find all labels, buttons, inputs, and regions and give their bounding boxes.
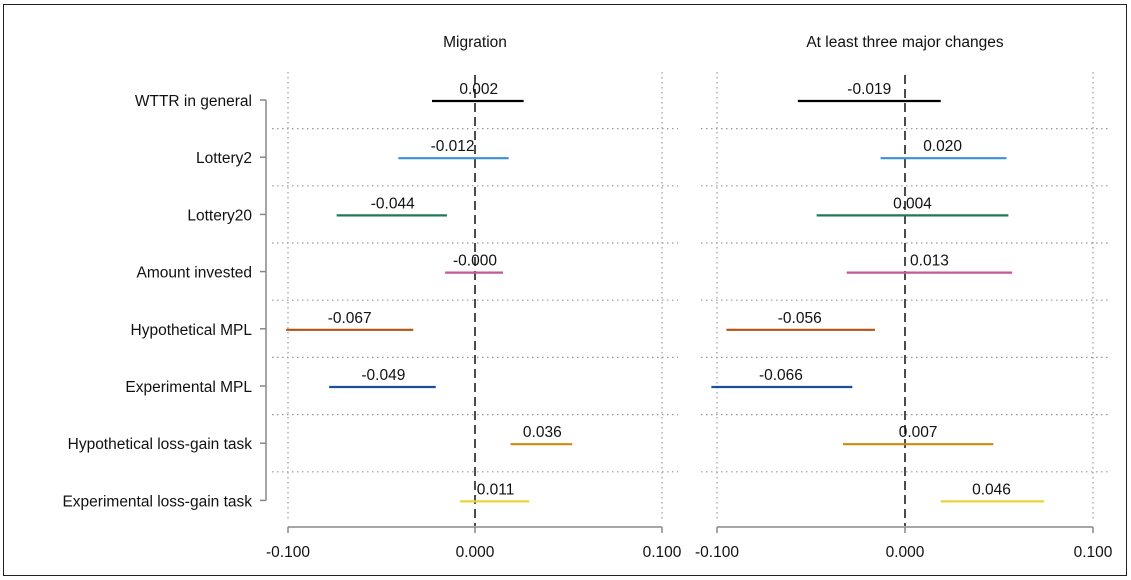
estimate-label: 0.013: [910, 253, 949, 270]
estimate-label: 0.020: [923, 138, 962, 155]
x-tick-label: 0.000: [886, 544, 925, 561]
estimate-label: -0.044: [371, 195, 415, 212]
estimate-label: 0.007: [899, 424, 938, 441]
estimate-label: -0.000: [453, 253, 497, 270]
row-label: Hypothetical MPL: [131, 322, 253, 339]
x-tick-label: -0.100: [266, 544, 310, 561]
row-label: Hypothetical loss-gain task: [68, 436, 253, 453]
estimate-label: 0.002: [459, 81, 498, 98]
row-label: Lottery20: [187, 207, 252, 224]
estimate-label: -0.012: [431, 138, 475, 155]
estimate-label: 0.011: [477, 481, 515, 498]
row-label: WTTR in general: [135, 93, 252, 110]
estimate-label: -0.019: [847, 81, 891, 98]
row-label: Lottery2: [196, 150, 252, 167]
x-tick-label: 0.000: [456, 544, 495, 561]
panel-title: At least three major changes: [806, 34, 1004, 51]
estimate-label: 0.004: [893, 195, 932, 212]
x-tick-label: 0.100: [643, 544, 682, 561]
estimate-label: -0.049: [361, 367, 405, 384]
estimate-label: 0.046: [972, 481, 1011, 498]
row-label: Experimental loss-gain task: [62, 493, 252, 510]
row-label: Experimental MPL: [125, 379, 252, 396]
x-tick-label: 0.100: [1074, 544, 1113, 561]
row-label: Amount invested: [137, 265, 252, 282]
x-tick-label: -0.100: [695, 544, 739, 561]
estimate-label: 0.036: [523, 424, 562, 441]
panel-title: Migration: [443, 34, 507, 51]
estimate-label: -0.067: [328, 310, 372, 327]
estimate-label: -0.066: [759, 367, 803, 384]
estimate-label: -0.056: [778, 310, 822, 327]
chart-frame: [3, 4, 1127, 576]
